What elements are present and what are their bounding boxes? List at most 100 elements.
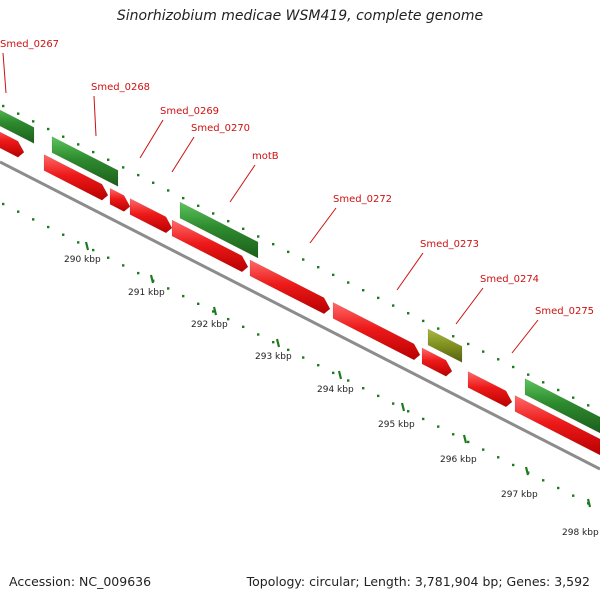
scale-dot xyxy=(77,143,80,146)
scale-labels: 290 kbp 291 kbp 292 kbp 293 kbp 294 kbp 295 k… xyxy=(64,255,599,538)
scale-tick xyxy=(84,241,90,251)
gene-label: Smed_0273 xyxy=(420,239,479,250)
gene-arrow xyxy=(249,259,331,315)
scale-dot xyxy=(482,448,485,451)
scale-dot xyxy=(572,494,575,497)
scale-tick xyxy=(524,466,530,476)
gene-arrow xyxy=(467,371,513,408)
scale-dot xyxy=(32,218,35,221)
gene-label: Smed_0275 xyxy=(535,306,594,317)
scale-label: 293 kbp xyxy=(255,352,292,362)
scale-tick xyxy=(149,274,155,284)
scale-dot xyxy=(182,294,185,298)
scale-label: 294 kbp xyxy=(317,385,354,395)
scale-dot xyxy=(242,325,245,329)
gene-arrow xyxy=(332,301,421,361)
scale-dot xyxy=(107,256,110,259)
gene-arrow xyxy=(51,136,119,187)
scale-label: 292 kbp xyxy=(191,320,228,330)
scale-dot xyxy=(182,196,185,200)
scale-dot xyxy=(392,304,395,307)
scale-dot xyxy=(557,486,560,490)
gene-label: motB xyxy=(252,151,279,162)
scale-dot xyxy=(227,219,230,223)
scale-dot xyxy=(437,425,440,428)
scale-dot xyxy=(302,356,305,359)
scale-dot xyxy=(467,342,470,346)
scale-label: 290 kbp xyxy=(64,255,101,265)
page-title: Sinorhizobium medicae WSM419, complete g… xyxy=(116,8,484,24)
scale-dot xyxy=(332,371,335,375)
gene-label: Smed_0272 xyxy=(333,194,392,205)
scale-dot xyxy=(497,358,500,361)
scale-dot xyxy=(47,225,50,229)
scale-dot xyxy=(407,312,410,315)
gene-arrow xyxy=(43,154,109,201)
label-leaders xyxy=(2,52,539,354)
scale-dot xyxy=(287,348,290,352)
scale-dot xyxy=(452,433,455,436)
scale-dot xyxy=(587,404,590,407)
scale-dot xyxy=(92,150,95,154)
label-leader xyxy=(2,52,7,94)
label-leader xyxy=(229,164,256,203)
scale-dot xyxy=(437,327,440,330)
scale-tick xyxy=(400,402,406,412)
scale-tick xyxy=(462,434,468,444)
gene-track xyxy=(0,109,600,456)
label-leader xyxy=(309,207,337,244)
scale-dot xyxy=(452,335,455,338)
scale-dot xyxy=(572,396,575,399)
label-leader xyxy=(396,252,424,291)
scale-dot xyxy=(167,287,170,290)
scale-dot xyxy=(422,319,425,323)
scale-dot xyxy=(272,242,275,246)
topology-summary: Topology: circular; Length: 3,781,904 bp… xyxy=(246,574,590,589)
gene-arrow xyxy=(109,187,131,212)
scale-dot xyxy=(152,181,155,184)
scale-dot xyxy=(497,456,500,459)
scale-dot xyxy=(512,365,515,369)
scale-tick xyxy=(212,306,218,316)
scale-label: 291 kbp xyxy=(128,288,165,298)
scale-dot xyxy=(137,173,140,177)
scale-dot xyxy=(527,373,530,376)
scale-label: 297 kbp xyxy=(501,490,538,500)
scale-dots-layer xyxy=(2,104,590,505)
gene-label: Smed_0270 xyxy=(191,123,250,134)
gene-arrow xyxy=(524,378,600,434)
scale-dot xyxy=(2,104,5,108)
scale-dot xyxy=(377,296,380,300)
scale-tick xyxy=(337,370,343,380)
scale-dot xyxy=(122,264,125,267)
scale-dot xyxy=(17,210,20,213)
scale-dot xyxy=(362,289,365,292)
scale-dot xyxy=(2,202,5,206)
scale-dot xyxy=(377,394,380,398)
genome-backbone xyxy=(0,160,600,471)
scale-dot xyxy=(92,248,95,252)
label-leader xyxy=(139,119,164,159)
gene-label: Smed_0274 xyxy=(480,274,539,285)
gene-arrow xyxy=(427,328,463,363)
scale-dot xyxy=(122,166,125,169)
scale-dot xyxy=(212,212,215,215)
gene-label: Smed_0268 xyxy=(91,82,150,93)
gene-arrow xyxy=(179,201,259,259)
scale-dot xyxy=(332,273,335,277)
scale-tick xyxy=(275,338,281,348)
gene-arrow xyxy=(421,347,453,377)
scale-dot xyxy=(47,127,50,131)
scale-dot xyxy=(137,271,140,275)
scale-dot xyxy=(77,241,80,244)
scale-dot xyxy=(512,463,515,467)
scale-dot xyxy=(197,204,200,207)
scale-dot xyxy=(257,235,260,238)
scale-dot xyxy=(482,350,485,353)
scale-dot xyxy=(227,317,230,321)
scale-dot xyxy=(242,227,245,231)
scale-label: 295 kbp xyxy=(378,420,415,430)
scale-dot xyxy=(317,363,320,367)
scale-dot xyxy=(317,265,320,269)
